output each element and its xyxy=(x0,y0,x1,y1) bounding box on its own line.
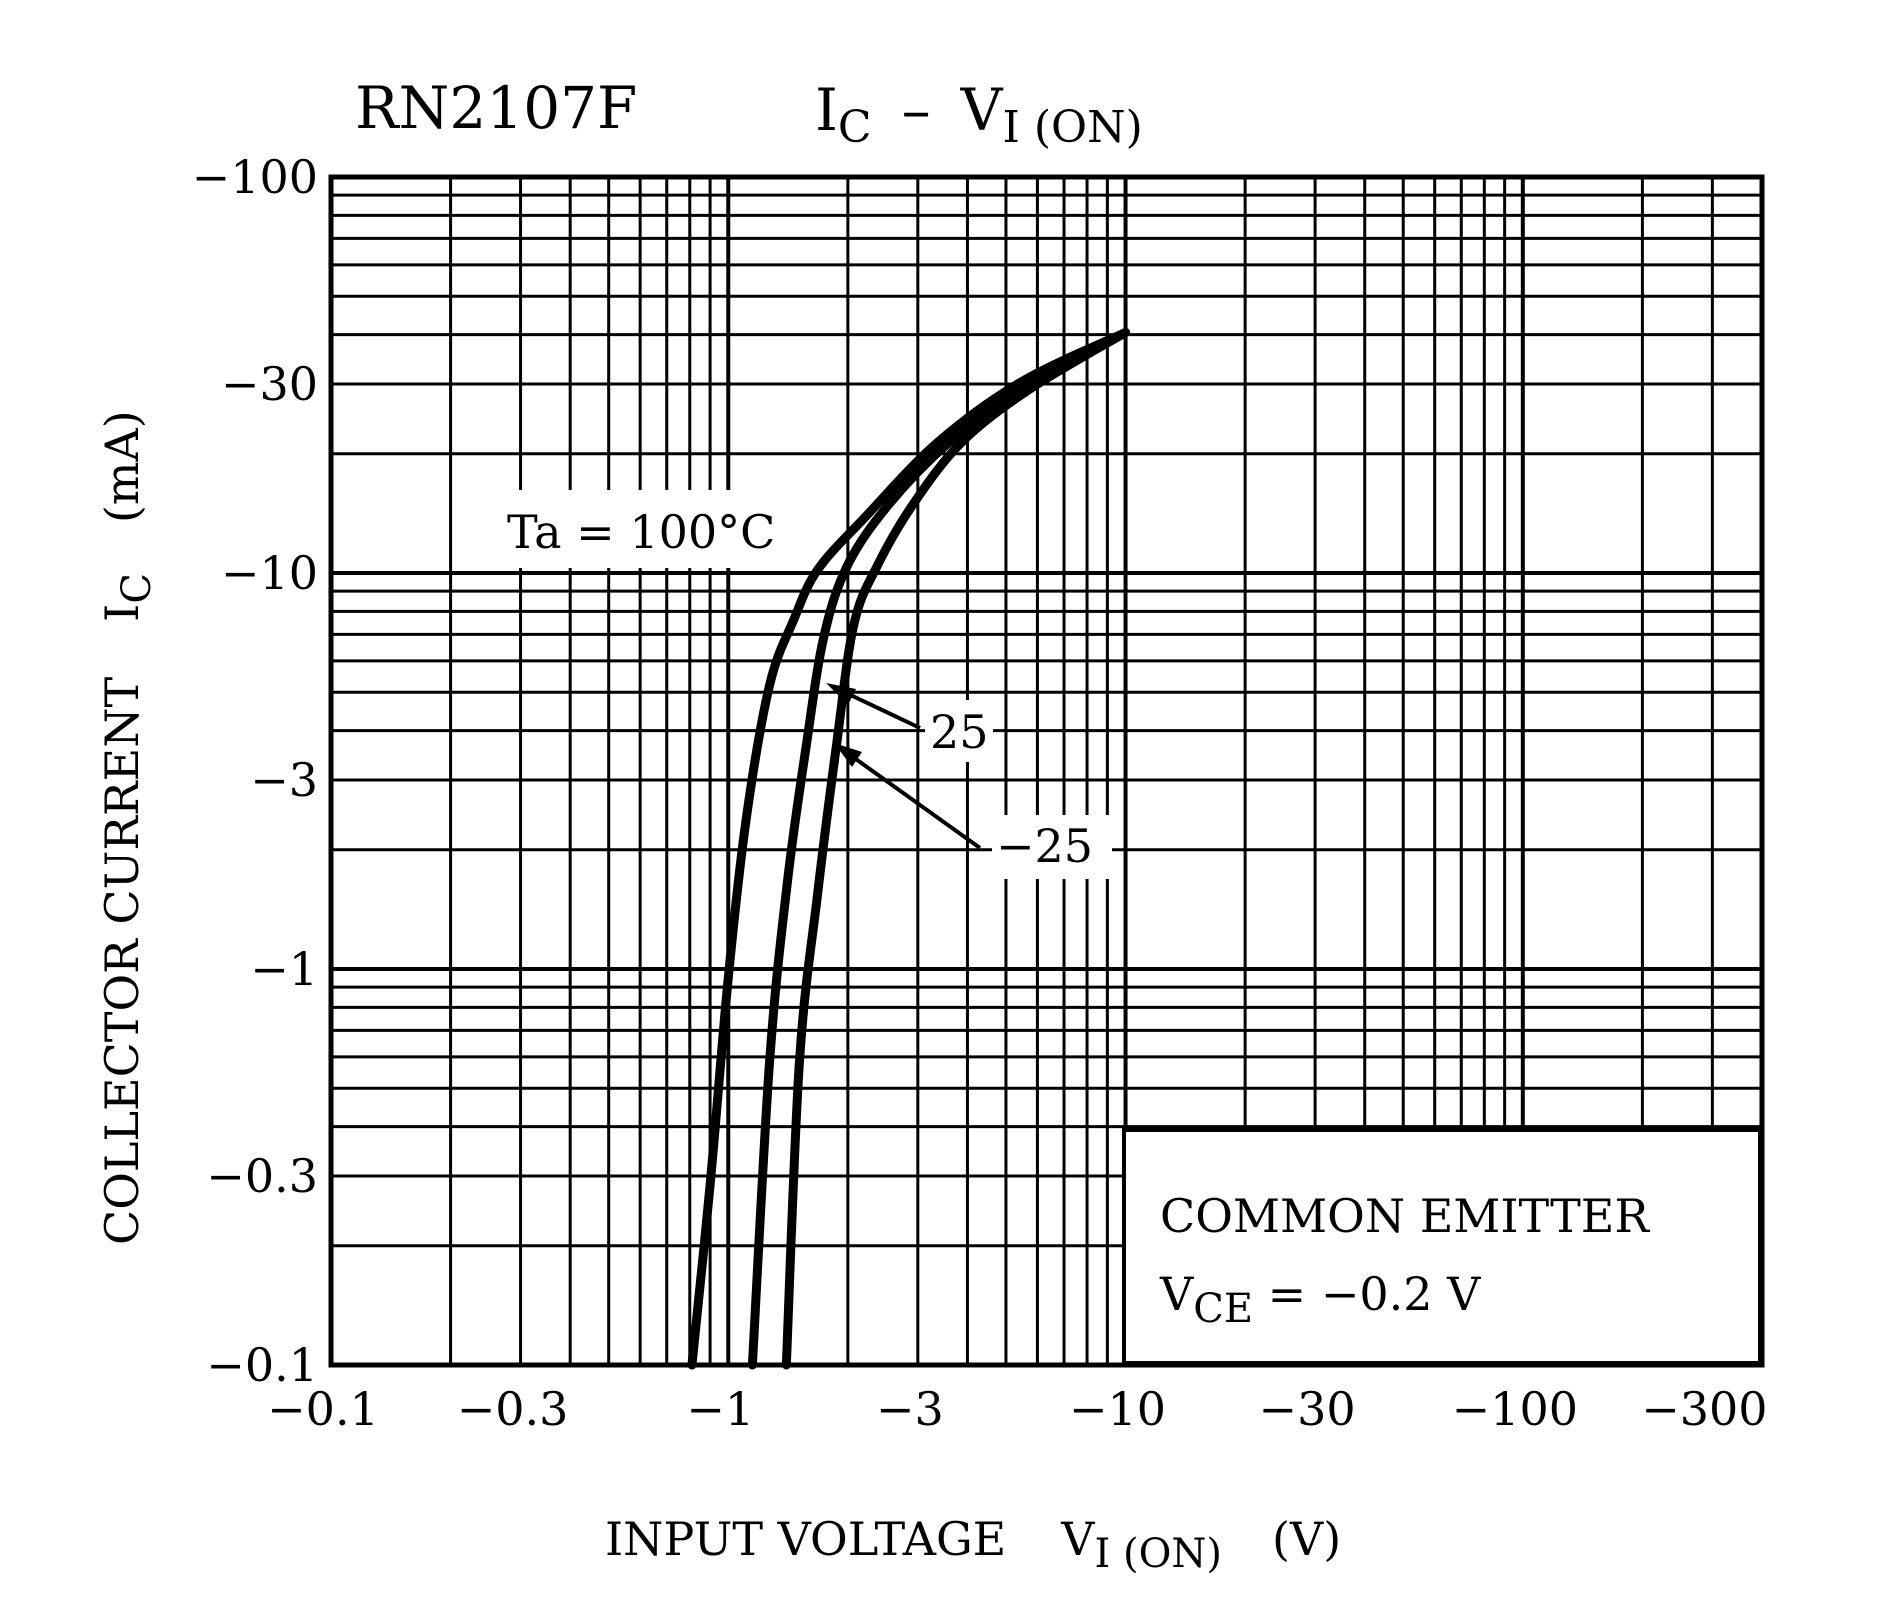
x-axis-label-symbol: V xyxy=(1060,1512,1095,1566)
title-i: I xyxy=(815,76,838,144)
label-25: 25 xyxy=(930,705,989,759)
y-axis-label: COLLECTOR CURRENT IC (mA) xyxy=(95,410,160,1245)
label-25-box xyxy=(925,700,993,762)
part-number: RN2107F xyxy=(355,74,637,142)
y-axis-label-symbol: I xyxy=(95,604,149,622)
y-axis-label-unit: (mA) xyxy=(95,410,149,523)
series-line-2 xyxy=(781,327,1131,1370)
y-tick-labels: −100 −30 −10 −3 −1 −0.3 −0.1 xyxy=(192,150,318,1392)
x-axis-label-unit: (V) xyxy=(1272,1512,1341,1566)
y-tick-label: −0.3 xyxy=(206,1149,318,1203)
title-v: V xyxy=(960,76,1004,144)
condition-line1: COMMON EMITTER xyxy=(1160,1189,1650,1243)
condition-box xyxy=(1122,1128,1762,1365)
x-axis-label-text: INPUT VOLTAGE xyxy=(605,1512,1006,1566)
arrow-25-shaft xyxy=(839,688,921,730)
y-tick-label: −100 xyxy=(192,150,318,204)
condition-v: V xyxy=(1159,1267,1194,1321)
label-m25: −25 xyxy=(996,819,1093,873)
y-tick-label: −30 xyxy=(221,357,318,411)
chart-title: IC – VI (ON) xyxy=(815,76,1143,153)
plot-frame xyxy=(328,174,1765,1368)
x-tick-label: −10 xyxy=(1069,1382,1166,1436)
x-tick-label: −100 xyxy=(1452,1382,1578,1436)
arrow-25-head xyxy=(826,683,856,705)
y-tick-label: −0.1 xyxy=(206,1338,318,1392)
arrow-m25-shaft xyxy=(844,750,982,850)
y-axis-label-sub: C xyxy=(114,573,160,604)
condition-sub: CE xyxy=(1193,1286,1253,1332)
y-tick-label: −1 xyxy=(250,942,318,996)
x-tick-label: −30 xyxy=(1259,1382,1356,1436)
title-v-sub: I (ON) xyxy=(1002,102,1142,153)
arrow-m25-head xyxy=(834,743,862,767)
x-axis-label-sub: I (ON) xyxy=(1095,1531,1223,1577)
x-tick-label: −0.1 xyxy=(267,1382,379,1436)
ta-label-box xyxy=(498,490,798,568)
condition-line2: VCE = −0.2 V xyxy=(1159,1267,1481,1332)
x-tick-label: −3 xyxy=(876,1382,944,1436)
curves xyxy=(687,327,1131,1370)
x-tick-label: −1 xyxy=(686,1382,754,1436)
x-tick-labels: −0.1 −0.3 −1 −3 −10 −30 −100 −300 xyxy=(267,1382,1767,1436)
title-i-sub: C xyxy=(838,102,872,153)
x-tick-label: −0.3 xyxy=(457,1382,569,1436)
y-tick-label: −3 xyxy=(250,753,318,807)
title-dash: – xyxy=(902,76,931,144)
x-axis-label: INPUT VOLTAGE VI (ON) (V) xyxy=(605,1512,1341,1577)
label-m25-box xyxy=(992,815,1112,879)
series-line-0 xyxy=(687,327,1131,1370)
x-tick-label: −300 xyxy=(1641,1382,1767,1436)
y-axis-label-text: COLLECTOR CURRENT xyxy=(95,677,149,1245)
series-line-1 xyxy=(747,327,1131,1370)
ta-label: Ta = 100°C xyxy=(507,505,775,559)
condition-value: = −0.2 V xyxy=(1253,1267,1481,1321)
y-tick-label: −10 xyxy=(221,546,318,600)
